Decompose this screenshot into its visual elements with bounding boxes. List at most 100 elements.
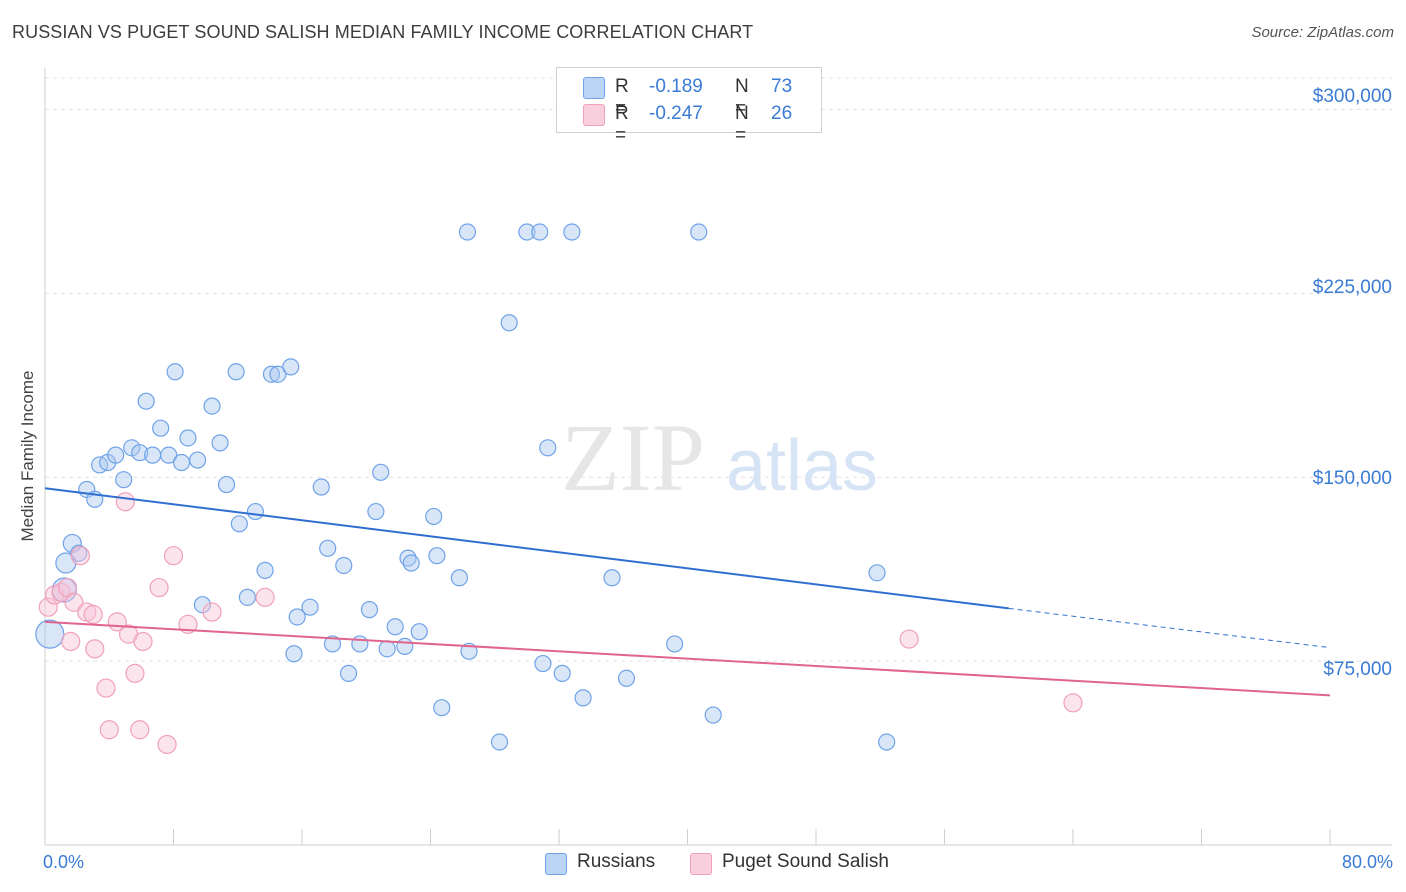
russians-point	[152, 419, 170, 437]
russians-point	[238, 588, 256, 606]
trend-layer	[44, 487, 1331, 697]
y-tick-75000: $75,000	[1323, 659, 1392, 680]
watermark: ZIP atlas	[561, 404, 878, 511]
russians-point	[367, 502, 385, 521]
russians-point	[285, 645, 303, 663]
correlation-legend: R = -0.189 N = 73 R = -0.247 N = 26	[556, 67, 822, 146]
n-label: N =	[735, 76, 749, 119]
salish-point	[64, 592, 84, 612]
r-label: R =	[615, 103, 629, 146]
n-value: 26	[771, 103, 793, 124]
russians-point	[690, 223, 708, 241]
russians-point	[115, 471, 133, 489]
source-attribution: Source: ZipAtlas.com	[1251, 24, 1394, 41]
salish-point	[70, 546, 90, 566]
russians-legend-swatch	[545, 853, 567, 875]
salish-point	[125, 663, 145, 683]
salish-point	[157, 734, 177, 755]
salish-point	[255, 587, 275, 607]
russians-point	[172, 453, 191, 472]
russians-point	[160, 446, 178, 464]
russians-point	[351, 635, 369, 653]
salish-point	[83, 604, 103, 625]
salish-point	[202, 602, 222, 622]
russians-point	[458, 223, 477, 241]
salish-trendline	[44, 620, 1331, 697]
salish-point	[133, 631, 153, 652]
salish-legend-swatch	[690, 853, 712, 875]
russians-point	[131, 444, 149, 462]
salish-legend-label: Puget Sound Salish	[722, 851, 889, 872]
russians-point	[617, 669, 636, 687]
russians-point	[386, 618, 404, 636]
salish-point	[99, 720, 119, 740]
russians-point	[282, 358, 300, 376]
russians-point	[868, 564, 886, 582]
r-value: -0.189	[649, 76, 703, 97]
russians-point	[518, 223, 536, 241]
points-layer	[35, 223, 1083, 755]
russians-point	[211, 434, 229, 452]
russians-point	[450, 569, 469, 587]
x-tick-max: 80.0%	[1341, 852, 1393, 872]
russians-point	[878, 733, 896, 751]
russians-point	[35, 619, 65, 649]
russians-swatch	[583, 77, 605, 99]
russians-point	[428, 547, 446, 565]
russians-point	[123, 439, 141, 457]
russians-point	[539, 439, 557, 457]
russians-point	[704, 706, 722, 724]
russians-point	[433, 699, 451, 717]
salish-point	[149, 577, 169, 598]
salish-point	[899, 629, 919, 649]
y-tick-300000: $300,000	[1312, 86, 1392, 107]
russians-point	[246, 502, 265, 521]
russians-point	[227, 363, 245, 381]
russians-point	[288, 608, 306, 626]
salish-point	[38, 597, 58, 617]
russians-point	[425, 507, 443, 526]
russians-point	[335, 556, 353, 575]
russians-point	[399, 549, 417, 567]
russians-point	[666, 635, 684, 653]
salish-point	[61, 631, 81, 652]
russians-point	[603, 569, 621, 587]
russians-point	[203, 397, 221, 415]
russians-point	[339, 664, 358, 682]
russians-point	[402, 554, 420, 572]
russians-point	[230, 515, 248, 533]
russians-point	[137, 392, 155, 410]
salish-point	[163, 546, 184, 566]
r-label: R =	[615, 76, 629, 119]
russians-point	[531, 223, 549, 241]
russians-point	[574, 689, 592, 707]
russians-point	[500, 314, 518, 332]
salish-point	[85, 639, 105, 659]
russians-point	[396, 637, 414, 655]
r-value: -0.247	[649, 103, 703, 124]
russians-point	[301, 598, 319, 616]
russians-point	[372, 463, 390, 481]
russians-point	[179, 429, 197, 447]
n-label: N =	[735, 103, 749, 146]
russians-point	[378, 640, 396, 658]
russians-point	[490, 733, 509, 751]
y-tick-150000: $150,000	[1312, 468, 1392, 489]
russians-point	[188, 451, 207, 469]
watermark-atlas: atlas	[726, 426, 878, 506]
chart-title: RUSSIAN VS PUGET SOUND SALISH MEDIAN FAM…	[12, 22, 754, 42]
russians-point	[269, 365, 287, 383]
russians-trendline	[44, 487, 1009, 610]
y-tick-225000: $225,000	[1312, 277, 1392, 298]
russians-point	[144, 446, 162, 464]
n-value: 73	[771, 76, 793, 97]
salish-point	[115, 492, 135, 512]
grid-layer	[44, 68, 1392, 846]
salish-point	[1063, 693, 1083, 713]
russians-point	[262, 365, 281, 383]
russians-point	[256, 561, 274, 579]
russians-point	[563, 223, 581, 241]
russians-trendline-extension	[1008, 607, 1331, 649]
russians-point	[319, 539, 337, 557]
